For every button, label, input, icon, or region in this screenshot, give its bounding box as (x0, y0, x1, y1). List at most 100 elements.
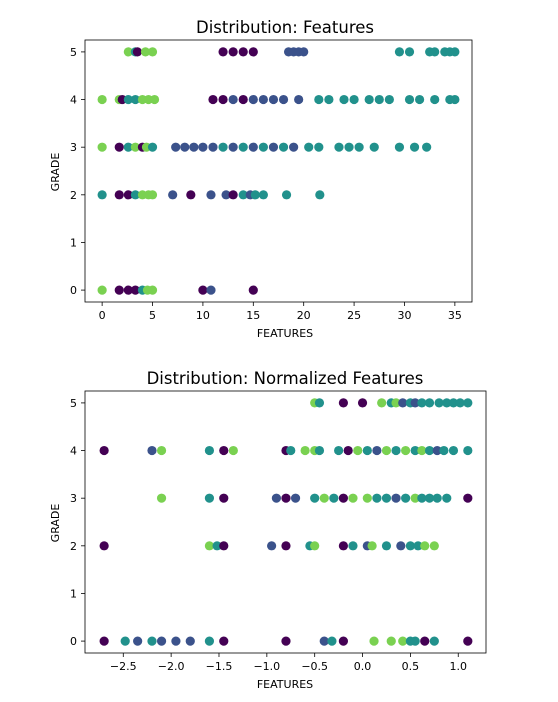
scatter-point (314, 142, 324, 152)
scatter-point (228, 142, 238, 152)
scatter-point (130, 285, 140, 295)
scatter-point (362, 493, 372, 503)
scatter-point (417, 398, 427, 408)
scatter-point (99, 541, 109, 551)
scatter-point (362, 445, 372, 456)
scatter-point (228, 445, 238, 456)
scatter-point (208, 94, 218, 105)
x-tick-label: 30 (397, 309, 411, 322)
scatter-point (300, 445, 310, 456)
scatter-point (448, 445, 459, 456)
y-tick-label: 1 (70, 587, 77, 600)
scatter-point (417, 493, 427, 503)
scatter-point (204, 541, 215, 551)
scatter-point (381, 493, 392, 503)
scatter-point (463, 398, 473, 408)
scatter-point (171, 142, 181, 152)
scatter-point (206, 190, 216, 200)
scatter-point (353, 445, 363, 456)
scatter-point (410, 636, 420, 646)
x-tick-label: 0 (99, 309, 106, 322)
scatter-point (386, 636, 396, 646)
scatter-point (204, 445, 215, 456)
scatter-point (450, 94, 460, 105)
y-tick-label: 4 (70, 445, 77, 458)
scatter-point (123, 47, 133, 57)
scatter-point (315, 190, 325, 200)
scatter-point (130, 142, 140, 152)
y-axis-label: GRADE (49, 504, 62, 543)
scatter-point (120, 636, 130, 646)
scatter-point (289, 142, 299, 152)
scatter-point (338, 493, 348, 503)
scatter-point (140, 47, 151, 57)
scatter-point (123, 285, 133, 295)
scatter-point (168, 190, 178, 200)
scatter-point (99, 636, 109, 646)
scatter-point (369, 636, 379, 646)
scatter-point (310, 493, 320, 503)
scatter-point (372, 445, 382, 456)
y-tick-label: 5 (70, 46, 77, 59)
scatter-point (310, 541, 320, 551)
scatter-point (290, 493, 301, 503)
scatter-point (228, 190, 238, 200)
scatter-point (267, 541, 277, 551)
scatter-point (417, 445, 427, 456)
plot-frame (84, 390, 487, 654)
scatter-point (286, 445, 296, 456)
scatter-point (442, 493, 452, 503)
scatter-point (97, 285, 107, 295)
scatter-point (398, 398, 408, 408)
scatter-point (218, 142, 228, 152)
x-tick-label: −1.0 (253, 660, 280, 673)
scatter-point (278, 94, 289, 105)
scatter-point (319, 493, 329, 503)
scatter-point (463, 493, 473, 503)
scatter-point (228, 94, 238, 105)
scatter-point (248, 47, 258, 57)
scatter-point (299, 47, 309, 57)
chart-features: Distribution: Features FEATURES GRADE 0 5… (49, 18, 473, 340)
scatter-point (219, 445, 229, 456)
scatter-point (147, 285, 158, 295)
scatter-point (250, 190, 260, 200)
scatter-point (414, 94, 425, 105)
scatter-point (396, 541, 406, 551)
scatter-point (401, 445, 411, 456)
scatter-point (324, 94, 334, 105)
scatter-point (130, 94, 140, 105)
scatter-point (156, 493, 167, 503)
scatter-point (432, 493, 442, 503)
scatter-point (439, 445, 449, 456)
scatter-point (248, 285, 258, 295)
scatter-point (204, 636, 215, 646)
scatter-point (219, 493, 229, 503)
scatter-point (367, 541, 377, 551)
x-tick-label: 10 (196, 309, 210, 322)
scatter-point (97, 94, 107, 105)
scatter-point (132, 47, 143, 57)
scatter-point (147, 445, 157, 456)
scatter-point (429, 541, 439, 551)
scatter-point (123, 142, 133, 152)
scatter-point (204, 493, 215, 503)
scatter-point (156, 445, 167, 456)
scatter-point (212, 541, 222, 551)
x-tick-label: −0.5 (301, 660, 328, 673)
scatter-point (463, 445, 473, 456)
y-tick-label: 4 (70, 94, 77, 107)
scatter-point (349, 94, 359, 105)
scatter-point (404, 47, 415, 57)
y-tick-label: 1 (70, 236, 77, 249)
x-tick-label: 25 (347, 309, 361, 322)
scatter-point (384, 94, 394, 105)
scatter-point (147, 47, 158, 57)
scatter-point (185, 636, 195, 646)
scatter-point (409, 142, 420, 152)
scatter-point (442, 398, 452, 408)
scatter-point (304, 142, 314, 152)
scatter-point (123, 190, 133, 200)
x-tick-label: 35 (448, 309, 462, 322)
scatter-point (294, 94, 304, 105)
